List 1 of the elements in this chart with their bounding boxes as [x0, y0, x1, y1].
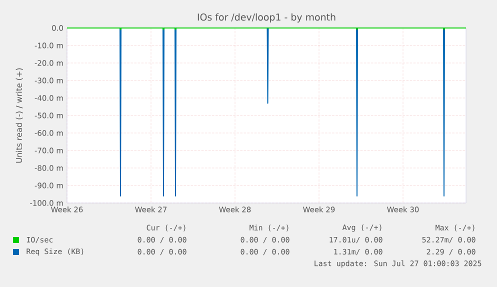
chart-title: IOs for /dev/loop1 - by month	[198, 13, 336, 22]
